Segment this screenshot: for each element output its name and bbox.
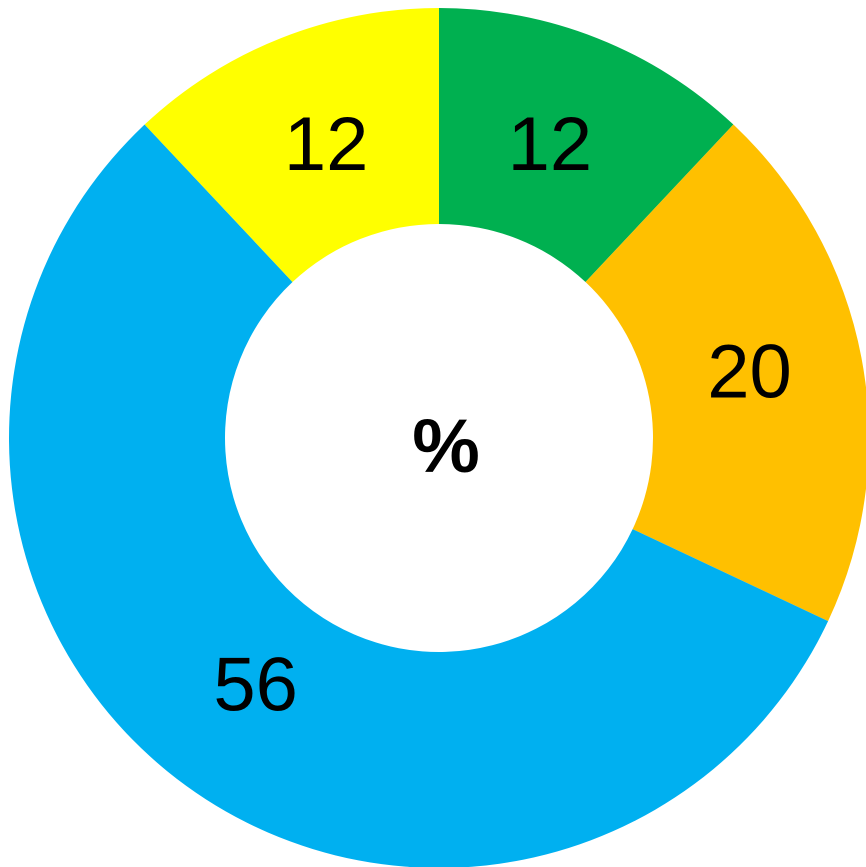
slice-labels: 12 20 56 12 xyxy=(213,102,791,728)
slice-data-label-1: 20 xyxy=(707,330,792,415)
slice-data-label-2: 56 xyxy=(213,642,298,727)
donut-center-label: % xyxy=(412,404,480,489)
donut-slices xyxy=(9,7,866,867)
donut-slice-0 xyxy=(439,8,734,283)
slice-data-label-3: 12 xyxy=(284,102,369,187)
slice-data-label-0: 12 xyxy=(508,102,593,187)
donut-slice-1 xyxy=(585,124,866,622)
donut-slice-3 xyxy=(144,7,439,283)
donut-slice-2 xyxy=(9,124,829,867)
